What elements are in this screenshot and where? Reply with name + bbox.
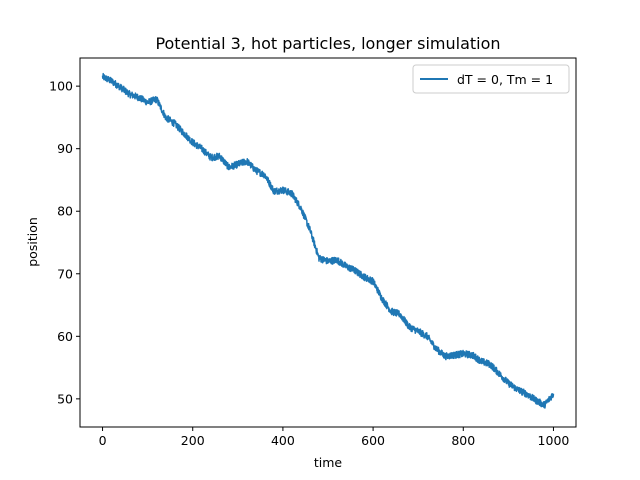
legend: dT = 0, Tm = 1 (412, 64, 570, 94)
y-tick-label: 70 (57, 266, 73, 281)
y-tick-label: 100 (49, 79, 73, 94)
x-tick-label: 0 (99, 433, 107, 448)
series-line (101, 72, 555, 409)
legend-box (412, 64, 570, 94)
axes-frame (79, 57, 577, 428)
x-tick-label: 200 (181, 433, 205, 448)
chart-title: Potential 3, hot particles, longer simul… (155, 34, 500, 53)
x-axis-label: time (314, 455, 343, 470)
plot-area (80, 58, 576, 427)
x-tick-label: 400 (271, 433, 295, 448)
series-layer (101, 72, 555, 409)
x-tick-label: 1000 (538, 433, 570, 448)
x-tick-label: 600 (361, 433, 385, 448)
y-tick-label: 60 (57, 329, 73, 344)
y-axis-ticks: 50 60 70 80 90 100 (49, 79, 80, 406)
x-tick-label: 800 (451, 433, 475, 448)
y-tick-label: 90 (57, 141, 73, 156)
y-axis-label: position (25, 217, 40, 267)
y-tick-label: 80 (57, 204, 73, 219)
legend-entry: dT = 0, Tm = 1 (457, 72, 553, 87)
x-axis-ticks: 0 200 400 600 800 1000 (99, 427, 570, 448)
y-tick-label: 50 (57, 391, 73, 406)
